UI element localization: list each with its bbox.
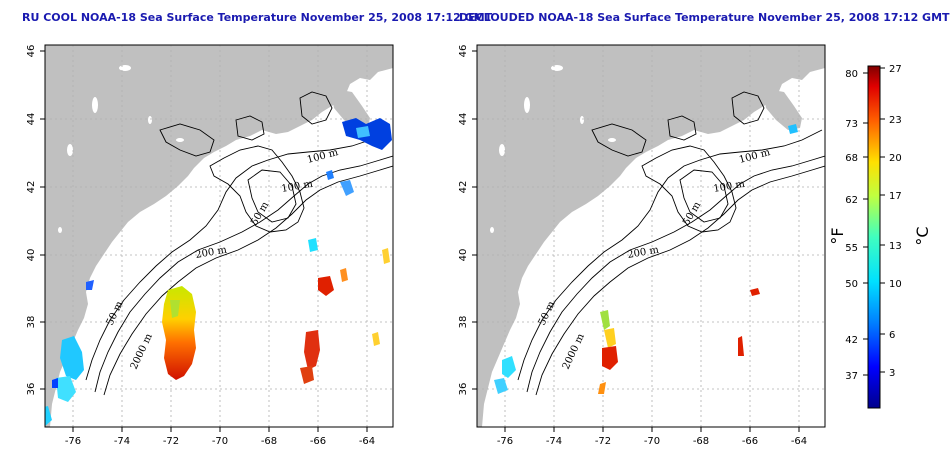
- contour-label: 100 m: [738, 147, 772, 166]
- contour-label: 100 m: [306, 147, 340, 166]
- y-tick-label: 46: [26, 45, 37, 58]
- colorbar-c-tick: 3: [889, 368, 895, 379]
- contour-label: 2000 m: [129, 332, 155, 372]
- colorbar-c-tick: 23: [889, 115, 902, 126]
- map-frame: [44, 44, 394, 428]
- x-tick-label: -70: [644, 436, 660, 447]
- y-tick-label: 42: [26, 181, 37, 194]
- x-tick-label: -66: [742, 436, 758, 447]
- bathymetry-contours: [85, 91, 393, 396]
- colorbar: 80 73 68 62 55 50 42 37 27 23 20 17 13 1…: [828, 64, 932, 409]
- x-tick-label: -74: [546, 436, 562, 447]
- map-title-left: RU COOL NOAA-18 Sea Surface Temperature …: [22, 11, 493, 24]
- colorbar-c-tick: 27: [889, 64, 902, 75]
- y-tick-label: 36: [458, 383, 469, 396]
- colorbar-f-tick: 80: [845, 69, 858, 80]
- y-tick-label: 36: [26, 383, 37, 396]
- x-tick-label: -68: [693, 436, 709, 447]
- y-tick-label: 42: [458, 181, 469, 194]
- x-tick-label: -68: [261, 436, 277, 447]
- sst-patches: [494, 124, 798, 394]
- contour-label: 50 m: [681, 200, 703, 228]
- contour-label: 2000 m: [561, 332, 587, 372]
- bathymetry-contours: [517, 91, 825, 396]
- colorbar-f-tick: 42: [845, 335, 858, 346]
- land-mass: [45, 45, 393, 427]
- x-tick-label: -64: [359, 436, 375, 447]
- colorbar-f-tick: 37: [845, 371, 858, 382]
- contour-label: 50 m: [249, 200, 271, 228]
- land-nova-scotia: [762, 88, 802, 130]
- land-mass: [477, 45, 825, 427]
- colorbar-f-tick: 62: [845, 195, 858, 206]
- colorbar-c-tick: 20: [889, 153, 902, 164]
- colorbar-gradient: [867, 65, 881, 409]
- land-nova-scotia: [330, 88, 370, 130]
- map-title-right: DECLOUDED NOAA-18 Sea Surface Temperatur…: [459, 11, 950, 24]
- y-tick-label: 38: [26, 316, 37, 329]
- colorbar-c-tick: 13: [889, 241, 902, 252]
- sst-map-left: 100 m 100 m 50 m 200 m 50 m 2000 m -76 -…: [26, 44, 394, 447]
- fahrenheit-unit-label: °F: [828, 227, 847, 244]
- x-tick-label: -64: [791, 436, 807, 447]
- y-tick-label: 44: [26, 113, 37, 126]
- map-frame: [476, 44, 826, 428]
- x-tick-label: -70: [212, 436, 228, 447]
- x-tick-label: -76: [497, 436, 513, 447]
- colorbar-f-tick: 50: [845, 279, 858, 290]
- x-tick-label: -72: [163, 436, 179, 447]
- colorbar-f-tick: 73: [845, 119, 858, 130]
- contour-label: 50 m: [537, 299, 558, 327]
- colorbar-c-tick: 6: [889, 330, 895, 341]
- colorbar-f-tick: 55: [845, 243, 858, 254]
- sst-patches: [45, 118, 392, 427]
- x-tick-label: -76: [65, 436, 81, 447]
- colorbar-c-tick: 17: [889, 191, 902, 202]
- sst-map-right: 100 m 100 m 50 m 200 m 50 m 2000 m: [458, 44, 826, 447]
- y-tick-label: 40: [26, 249, 37, 262]
- x-tick-label: -74: [114, 436, 130, 447]
- grid-lines: [45, 45, 393, 427]
- x-tick-label: -66: [310, 436, 326, 447]
- contour-label: 200 m: [627, 245, 661, 261]
- colorbar-c-tick: 10: [889, 279, 902, 290]
- celsius-unit-label: °C: [913, 226, 932, 245]
- y-tick-label: 40: [458, 249, 469, 262]
- colorbar-f-tick: 68: [845, 153, 858, 164]
- contour-label: 50 m: [105, 299, 126, 327]
- x-tick-label: -72: [595, 436, 611, 447]
- y-tick-label: 46: [458, 45, 469, 58]
- y-tick-label: 38: [458, 316, 469, 329]
- contour-label: 200 m: [195, 245, 229, 261]
- grid-lines: [477, 45, 825, 427]
- y-tick-label: 44: [458, 113, 469, 126]
